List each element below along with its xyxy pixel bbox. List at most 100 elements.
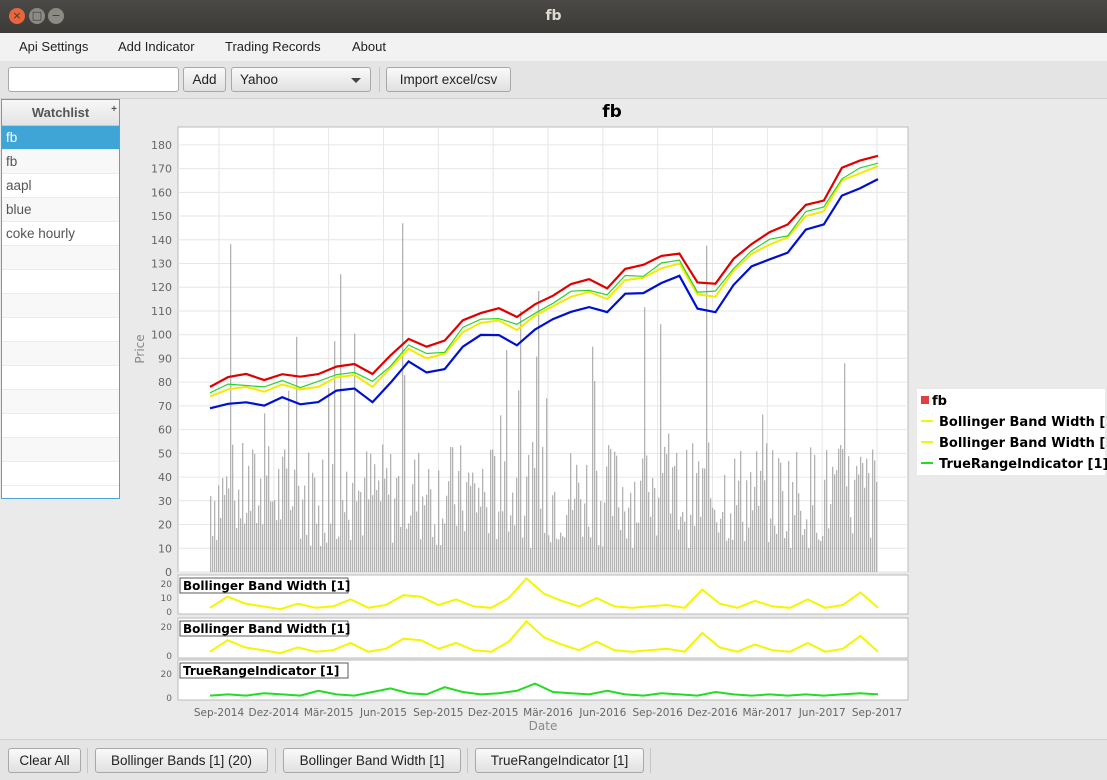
watchlist-item[interactable]: fb — [2, 150, 119, 174]
volume-bar — [748, 527, 750, 572]
subchart-line — [209, 682, 879, 697]
watchlist-item[interactable]: fb — [2, 126, 119, 150]
subchart-y-tick: 10 — [161, 594, 173, 604]
volume-bar — [260, 478, 262, 572]
volume-bar — [866, 458, 868, 572]
volume-bar — [440, 545, 442, 572]
bollinger-band-width-button[interactable]: Bollinger Band Width [1] — [283, 748, 461, 773]
volume-bar — [478, 487, 480, 572]
volume-bar — [284, 449, 286, 572]
menu-api-settings[interactable]: Api Settings — [19, 39, 89, 54]
bollinger-lower-line — [209, 178, 879, 410]
symbol-input[interactable] — [8, 67, 179, 92]
menu-about[interactable]: About — [352, 39, 386, 54]
volume-bar — [380, 501, 382, 572]
volume-bar — [610, 448, 612, 572]
subchart-y-tick: 0 — [166, 652, 172, 662]
volume-bar — [344, 512, 346, 572]
volume-bar — [708, 442, 710, 572]
volume-bar — [572, 510, 574, 572]
volume-bar — [224, 495, 226, 572]
y-tick-label: 160 — [151, 186, 172, 199]
toolbar-separator — [379, 67, 380, 92]
volume-bar — [396, 477, 398, 572]
volume-bar — [214, 500, 216, 572]
clear-all-button[interactable]: Clear All — [8, 748, 81, 773]
volume-bar — [830, 504, 832, 572]
x-tick-label: Mär-2016 — [523, 707, 573, 719]
volume-bar — [776, 533, 778, 572]
volume-bar — [436, 544, 438, 572]
y-tick-label: 0 — [165, 566, 172, 579]
add-button[interactable]: Add — [183, 67, 226, 92]
volume-bar — [568, 499, 570, 572]
volume-bar — [270, 501, 272, 572]
legend-label: Bollinger Band Width [1] — [939, 436, 1107, 451]
volume-bar — [808, 547, 810, 572]
volume-bar — [454, 504, 456, 572]
volume-bar — [438, 470, 440, 572]
import-button[interactable]: Import excel/csv — [386, 67, 511, 92]
volume-bar — [860, 456, 862, 572]
volume-bar — [578, 482, 580, 572]
close-window-icon[interactable]: × — [9, 8, 25, 24]
data-source-select[interactable]: Yahoo — [231, 67, 371, 92]
volume-bar — [868, 473, 870, 572]
volume-bar — [246, 512, 248, 572]
volume-bar — [442, 518, 444, 572]
volume-bar — [574, 498, 576, 572]
volume-bar — [590, 537, 592, 572]
volume-bar — [690, 514, 692, 572]
true-range-button[interactable]: TrueRangeIndicator [1] — [475, 748, 644, 773]
volume-bar — [756, 451, 758, 572]
add-column-icon[interactable]: + — [111, 104, 117, 115]
bollinger-bands-button[interactable]: Bollinger Bands [1] (20) — [95, 748, 268, 773]
volume-bar — [650, 516, 652, 572]
volume-bar — [522, 537, 524, 572]
menu-add-indicator[interactable]: Add Indicator — [118, 39, 195, 54]
minimize-window-icon[interactable]: − — [48, 8, 64, 24]
volume-bar — [468, 472, 470, 572]
volume-bar — [392, 542, 394, 572]
volume-bar — [744, 541, 746, 572]
volume-bar — [218, 485, 220, 572]
volume-bar — [696, 473, 698, 572]
volume-bar — [252, 449, 254, 572]
watchlist-empty-row — [2, 438, 119, 462]
volume-bar — [672, 467, 674, 572]
subchart-title: Bollinger Band Width [1] — [183, 579, 350, 593]
volume-bar — [668, 433, 670, 572]
volume-bar — [660, 324, 662, 572]
menu-trading-records[interactable]: Trading Records — [225, 39, 321, 54]
watchlist-item[interactable]: coke hourly — [2, 222, 119, 246]
volume-bar — [786, 531, 788, 572]
volume-bar — [602, 546, 604, 572]
volume-bar — [678, 529, 680, 572]
volume-bar — [698, 461, 700, 572]
volume-bar — [306, 534, 308, 572]
volume-bar — [770, 518, 772, 572]
volume-bar — [480, 506, 482, 572]
volume-bar — [286, 468, 288, 572]
volume-bar — [620, 530, 622, 572]
watchlist-empty-row — [2, 270, 119, 294]
watchlist-item[interactable]: blue — [2, 198, 119, 222]
volume-bar — [598, 545, 600, 572]
volume-bar — [704, 468, 706, 572]
volume-bar — [320, 546, 322, 572]
maximize-window-icon[interactable]: □ — [29, 8, 45, 24]
volume-bar — [330, 523, 332, 572]
volume-bar — [502, 511, 504, 572]
volume-bar — [434, 524, 436, 572]
bottom-separator — [467, 748, 468, 773]
volume-bar — [608, 445, 610, 572]
price-chart[interactable]: fb Price Date 01020304050607080901001101… — [122, 99, 1107, 739]
volume-bar — [512, 492, 514, 572]
volume-bar — [488, 533, 490, 572]
volume-bar — [640, 480, 642, 572]
watchlist-header[interactable]: Watchlist + — [2, 100, 119, 126]
volume-bar — [594, 381, 596, 572]
volume-bar — [332, 463, 334, 572]
y-tick-label: 140 — [151, 234, 172, 247]
watchlist-item[interactable]: aapl — [2, 174, 119, 198]
